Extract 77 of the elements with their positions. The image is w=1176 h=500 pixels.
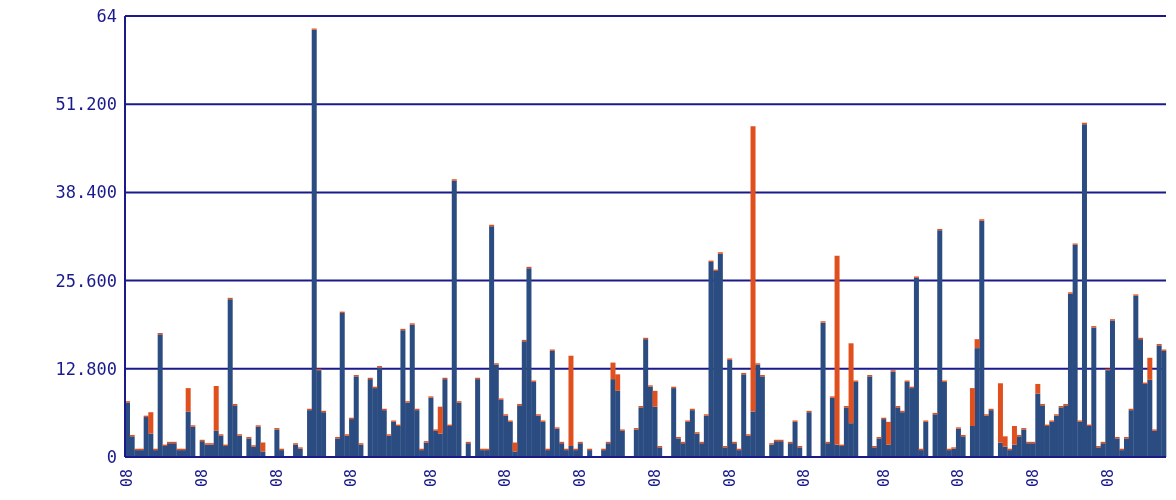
bar xyxy=(311,29,317,457)
bar xyxy=(974,339,980,349)
y-tick-label: 12.800 xyxy=(55,358,117,379)
bar xyxy=(185,388,191,412)
bar xyxy=(549,350,555,457)
bar xyxy=(400,330,406,457)
bar xyxy=(1035,393,1041,457)
bar xyxy=(671,388,677,457)
bar xyxy=(834,255,840,445)
x-tick-label: 08 xyxy=(949,469,968,488)
bar xyxy=(1133,295,1139,457)
x-tick-label: 08 xyxy=(874,469,893,488)
bar xyxy=(969,388,975,426)
bar xyxy=(913,277,919,457)
bar xyxy=(937,230,943,457)
bar xyxy=(988,410,994,457)
x-tick-label: 08 xyxy=(496,469,515,488)
x-tick-label: 08 xyxy=(193,469,212,488)
bar xyxy=(1035,383,1041,394)
y-tick-label: 0 xyxy=(106,447,117,468)
x-tick-label: 08 xyxy=(795,469,814,488)
bar xyxy=(843,407,849,457)
x-tick-label: 08 xyxy=(720,469,739,488)
bar xyxy=(437,406,443,434)
bar xyxy=(246,438,252,457)
bar xyxy=(465,443,471,457)
x-tick-label: 08 xyxy=(342,469,361,488)
y-tick-label: 25.600 xyxy=(55,270,117,291)
bar xyxy=(274,429,280,457)
bar xyxy=(442,379,448,457)
bar xyxy=(885,421,891,445)
bar xyxy=(157,334,163,457)
y-tick-label: 38.400 xyxy=(55,182,117,203)
bar xyxy=(979,220,985,457)
bar xyxy=(451,180,457,457)
bar xyxy=(717,253,723,457)
bar xyxy=(792,421,798,457)
x-tick-label: 08 xyxy=(1098,469,1117,488)
bar xyxy=(526,268,532,457)
bar xyxy=(339,312,345,457)
bar xyxy=(148,412,154,434)
bar xyxy=(1147,357,1153,380)
x-tick-label: 08 xyxy=(645,469,664,488)
bar xyxy=(610,379,616,457)
bar xyxy=(227,299,233,457)
bar xyxy=(923,421,929,457)
x-tick-label: 08 xyxy=(571,469,590,488)
x-tick-label: 08 xyxy=(267,469,286,488)
y-tick-label: 51.200 xyxy=(55,94,117,115)
bar xyxy=(741,374,747,457)
bar xyxy=(213,386,219,431)
bar xyxy=(218,435,224,457)
x-tick-label: 08 xyxy=(421,469,440,488)
bar xyxy=(867,376,873,457)
bar xyxy=(778,441,784,457)
bar xyxy=(353,376,359,457)
bar xyxy=(1091,327,1097,457)
bar xyxy=(1021,429,1027,457)
x-tick-label: 08 xyxy=(1023,469,1042,488)
bar xyxy=(475,379,481,457)
bar xyxy=(1072,244,1078,457)
bar xyxy=(577,443,583,457)
x-tick-label: 08 xyxy=(118,469,137,488)
bar xyxy=(409,324,415,457)
bar xyxy=(1147,379,1153,457)
bar xyxy=(806,412,812,457)
bar xyxy=(829,397,835,457)
bar xyxy=(1081,124,1087,457)
y-tick-label: 64 xyxy=(96,6,117,27)
bar xyxy=(652,390,658,407)
bar xyxy=(568,355,574,446)
bar xyxy=(727,359,733,457)
bar xyxy=(750,126,756,412)
bar xyxy=(428,397,434,457)
bar xyxy=(820,322,826,457)
bar xyxy=(881,419,887,457)
bar xyxy=(848,343,854,424)
